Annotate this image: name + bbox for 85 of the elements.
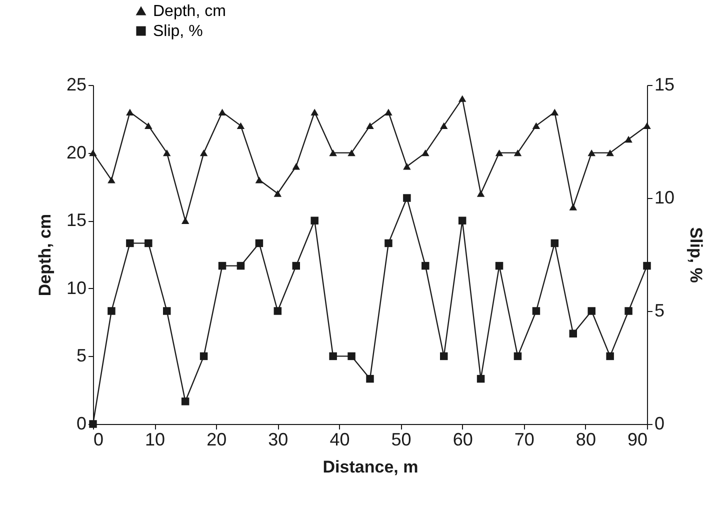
point bbox=[218, 108, 226, 116]
point bbox=[108, 307, 116, 315]
point bbox=[274, 190, 282, 197]
point bbox=[643, 262, 651, 270]
point bbox=[274, 307, 282, 315]
y-tick-label: 15 bbox=[66, 210, 86, 230]
point bbox=[348, 352, 356, 360]
point bbox=[310, 108, 318, 116]
point bbox=[329, 149, 337, 156]
point bbox=[403, 163, 411, 170]
point bbox=[200, 149, 208, 156]
point bbox=[292, 262, 300, 270]
x-tick-label: 80 bbox=[576, 430, 596, 450]
y-axis-title: Depth, cm bbox=[35, 214, 54, 296]
point bbox=[403, 194, 411, 202]
point bbox=[255, 176, 264, 184]
point bbox=[514, 149, 522, 156]
y-tick-label: 5 bbox=[76, 346, 86, 366]
point bbox=[458, 216, 466, 224]
x-tick-label: 30 bbox=[268, 430, 288, 450]
x-tick-label: 50 bbox=[391, 430, 412, 450]
point bbox=[384, 239, 392, 248]
point bbox=[366, 374, 374, 383]
y-tick-label: 0 bbox=[76, 414, 86, 434]
point bbox=[476, 374, 485, 383]
point bbox=[514, 352, 522, 360]
point bbox=[236, 262, 245, 270]
point bbox=[606, 149, 614, 156]
point bbox=[144, 122, 152, 130]
point bbox=[588, 149, 596, 156]
point bbox=[624, 136, 632, 143]
point bbox=[162, 149, 171, 156]
point bbox=[550, 108, 559, 116]
point bbox=[218, 262, 226, 270]
x-axis-title: Distance, m bbox=[322, 458, 418, 476]
point bbox=[606, 352, 614, 360]
x-tick-label: 60 bbox=[452, 430, 473, 450]
point bbox=[643, 122, 651, 130]
x-tick-label: 70 bbox=[514, 430, 534, 450]
point bbox=[162, 307, 171, 315]
point bbox=[550, 239, 559, 248]
legend-label: Slip, % bbox=[153, 23, 203, 40]
point bbox=[440, 122, 448, 130]
y2-tick-label: 15 bbox=[654, 74, 675, 94]
point bbox=[181, 398, 190, 406]
point bbox=[348, 149, 356, 156]
point bbox=[108, 176, 116, 184]
point bbox=[422, 262, 430, 270]
x-tick-label: 40 bbox=[330, 430, 350, 450]
point bbox=[624, 307, 632, 315]
point bbox=[144, 239, 152, 248]
point bbox=[126, 239, 134, 248]
point bbox=[384, 108, 392, 116]
y2-axis-title: Slip, % bbox=[686, 227, 706, 283]
point bbox=[200, 352, 208, 360]
y-tick-label: 20 bbox=[66, 142, 86, 162]
y2-tick-label: 10 bbox=[654, 188, 675, 208]
point bbox=[440, 352, 448, 360]
y2-tick-label: 0 bbox=[654, 414, 665, 434]
point bbox=[569, 204, 578, 210]
point bbox=[126, 108, 134, 116]
y-tick-label: 25 bbox=[66, 74, 86, 94]
point bbox=[532, 122, 540, 130]
point bbox=[366, 122, 374, 130]
y2-tick-label: 5 bbox=[654, 300, 665, 320]
point bbox=[458, 95, 466, 102]
point bbox=[310, 216, 318, 224]
y-tick-label: 10 bbox=[66, 278, 86, 298]
point bbox=[532, 307, 540, 315]
point bbox=[569, 330, 578, 338]
point bbox=[422, 149, 430, 156]
x-tick-label: 20 bbox=[206, 430, 227, 450]
x-tick-label: 0 bbox=[94, 430, 104, 450]
point bbox=[255, 239, 264, 248]
x-tick-label: 90 bbox=[627, 430, 648, 450]
point bbox=[329, 352, 337, 360]
point bbox=[495, 149, 504, 156]
x-tick-label: 10 bbox=[145, 430, 166, 450]
point bbox=[476, 190, 485, 197]
point bbox=[495, 262, 504, 270]
point bbox=[292, 163, 300, 170]
point bbox=[236, 122, 245, 130]
point bbox=[588, 307, 596, 315]
legend-label: Depth, cm bbox=[153, 3, 226, 20]
point bbox=[181, 217, 190, 224]
